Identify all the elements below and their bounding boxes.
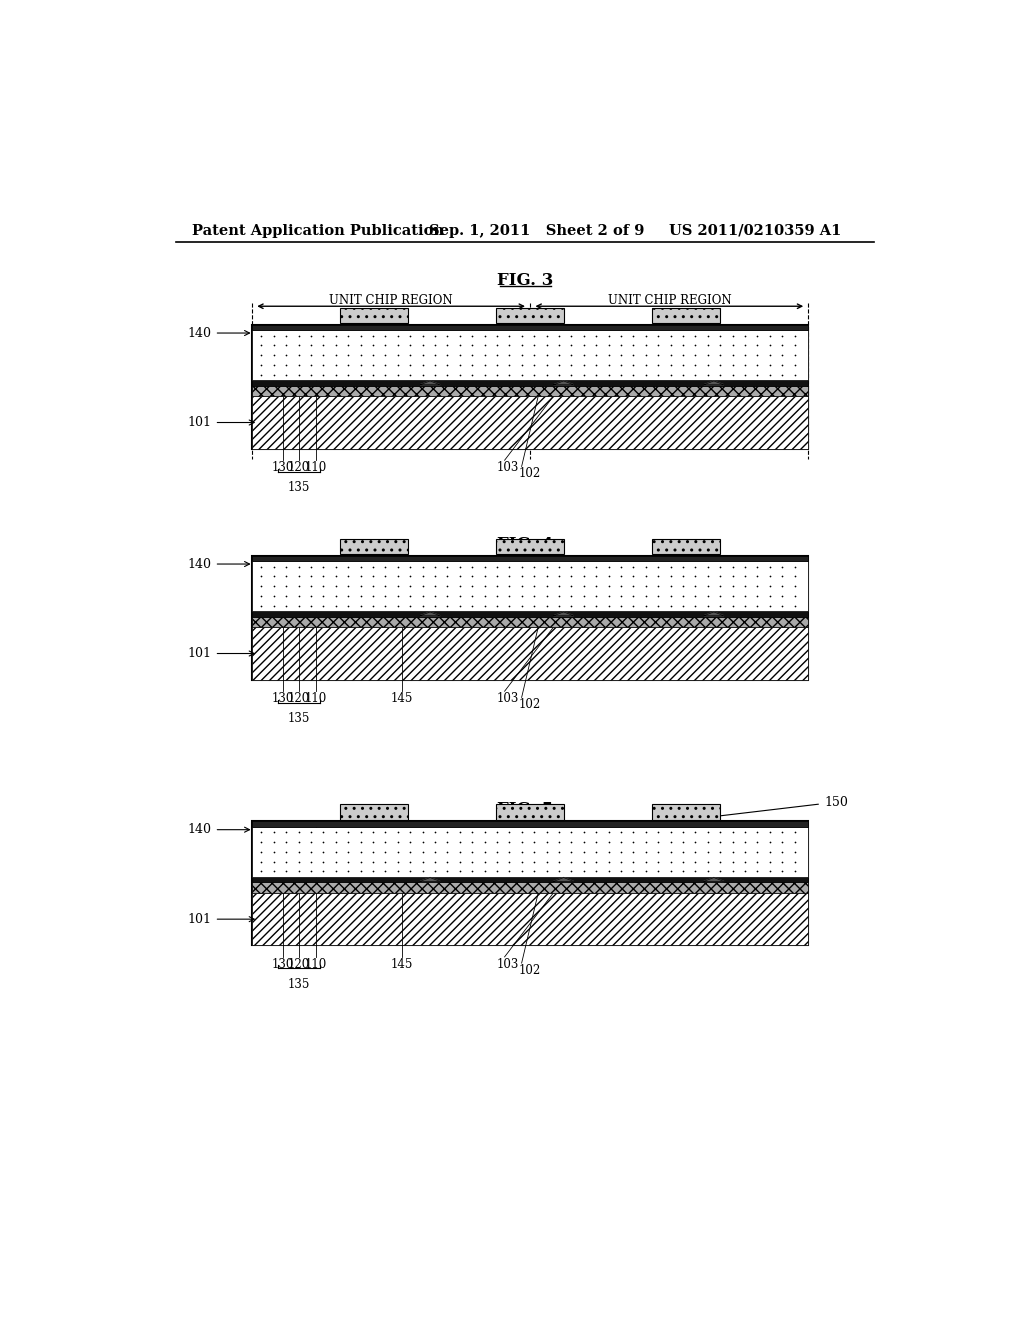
Text: US 2011/0210359 A1: US 2011/0210359 A1 — [669, 224, 842, 238]
Bar — [252, 611, 809, 616]
Bar — [252, 385, 809, 396]
Text: 102: 102 — [518, 467, 541, 480]
Bar — [252, 396, 809, 449]
Polygon shape — [554, 878, 573, 882]
Text: 140: 140 — [187, 824, 250, 836]
Text: FIG. 3: FIG. 3 — [497, 272, 553, 289]
Bar — [652, 308, 721, 323]
Text: UNIT CHIP REGION: UNIT CHIP REGION — [607, 294, 731, 308]
Text: 145: 145 — [391, 958, 414, 970]
Text: FIG. 5: FIG. 5 — [497, 801, 553, 818]
Bar — [252, 325, 809, 449]
Polygon shape — [554, 381, 573, 385]
Polygon shape — [554, 612, 573, 615]
Bar — [252, 826, 809, 876]
Polygon shape — [703, 612, 724, 615]
Text: 103: 103 — [497, 692, 519, 705]
Bar — [252, 556, 809, 680]
Text: UNIT CHIP REGION: UNIT CHIP REGION — [330, 294, 453, 308]
Bar — [252, 556, 809, 561]
Text: 103: 103 — [497, 958, 519, 970]
Bar — [252, 821, 809, 826]
Bar — [340, 308, 409, 323]
Bar — [252, 325, 809, 330]
Bar — [252, 882, 809, 892]
Bar — [252, 330, 809, 380]
Polygon shape — [703, 878, 724, 882]
Bar — [252, 821, 809, 945]
Text: 110: 110 — [304, 461, 327, 474]
Text: 101: 101 — [187, 416, 254, 429]
Bar — [652, 539, 721, 554]
Bar — [252, 876, 809, 882]
Text: 135: 135 — [288, 480, 310, 494]
Text: 130: 130 — [271, 958, 294, 970]
Text: 120: 120 — [288, 692, 309, 705]
Text: 130: 130 — [271, 692, 294, 705]
Text: 130: 130 — [271, 461, 294, 474]
Text: 102: 102 — [518, 964, 541, 977]
Text: 140: 140 — [187, 557, 250, 570]
Bar — [496, 539, 564, 554]
Text: 135: 135 — [288, 978, 310, 991]
Bar — [252, 380, 809, 385]
Text: 101: 101 — [187, 647, 254, 660]
Text: 135: 135 — [288, 711, 310, 725]
Bar — [252, 616, 809, 627]
Text: 120: 120 — [288, 461, 309, 474]
Bar — [496, 804, 564, 820]
Text: 110: 110 — [304, 958, 327, 970]
Polygon shape — [420, 612, 440, 615]
Polygon shape — [703, 381, 724, 385]
Polygon shape — [420, 878, 440, 882]
Bar — [252, 627, 809, 680]
Bar — [652, 804, 721, 820]
Text: 110: 110 — [304, 692, 327, 705]
Text: 102: 102 — [518, 698, 541, 711]
Bar — [340, 539, 409, 554]
Bar — [496, 308, 564, 323]
Text: 120: 120 — [288, 958, 309, 970]
Text: 150: 150 — [690, 796, 848, 821]
Bar — [252, 892, 809, 945]
Text: Sep. 1, 2011   Sheet 2 of 9: Sep. 1, 2011 Sheet 2 of 9 — [429, 224, 644, 238]
Text: 103: 103 — [497, 461, 519, 474]
Bar — [340, 804, 409, 820]
Polygon shape — [420, 381, 440, 385]
Text: 140: 140 — [187, 326, 250, 339]
Bar — [252, 561, 809, 611]
Text: 145: 145 — [391, 692, 414, 705]
Text: 101: 101 — [187, 912, 254, 925]
Text: FIG. 4: FIG. 4 — [497, 536, 553, 553]
Text: Patent Application Publication: Patent Application Publication — [191, 224, 443, 238]
